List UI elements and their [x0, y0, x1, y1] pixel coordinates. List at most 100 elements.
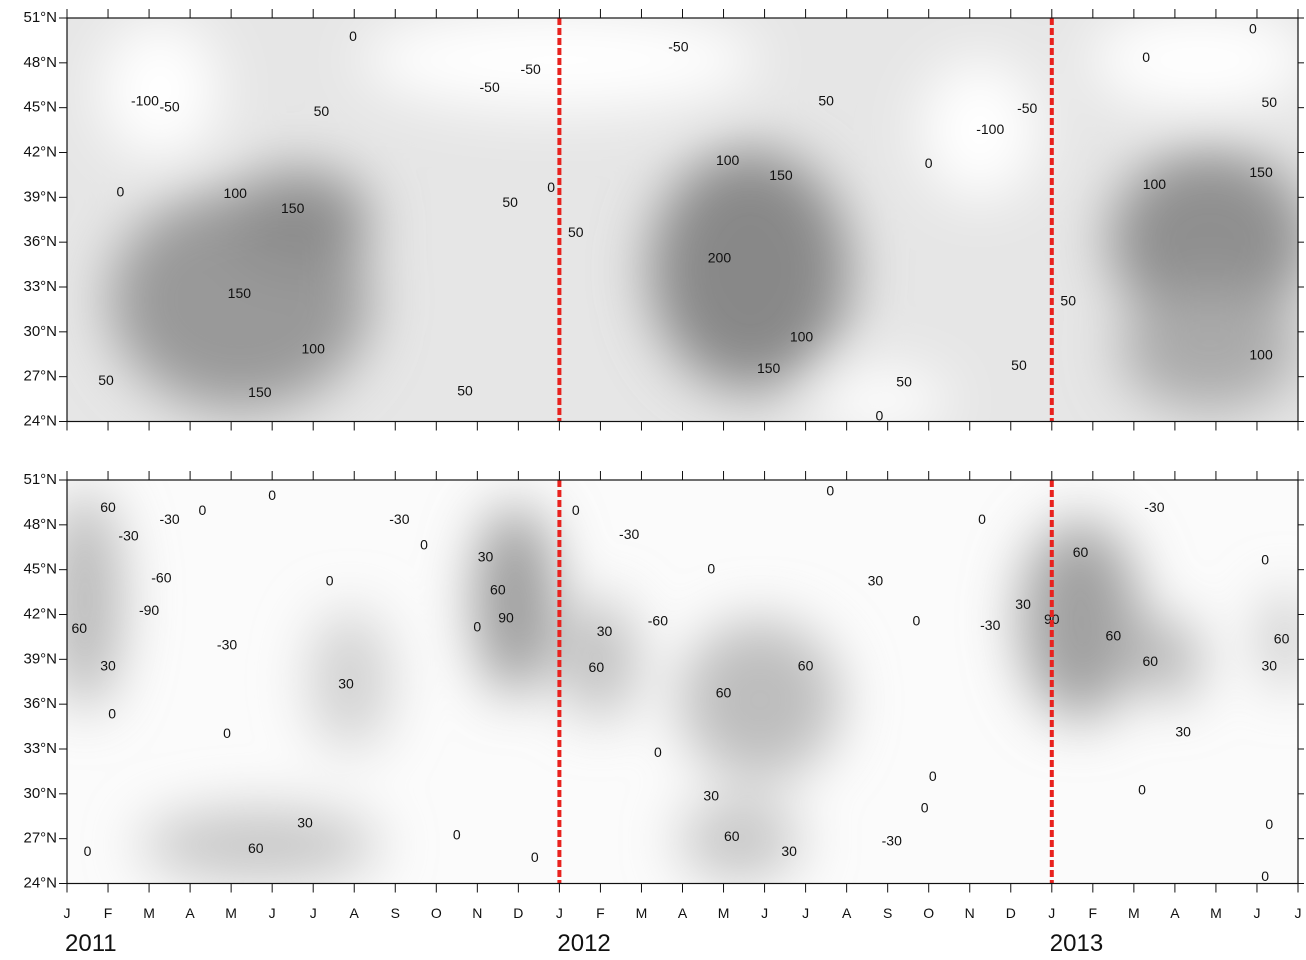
- contour-label: 200: [708, 249, 732, 265]
- x-tick-label: N: [965, 905, 975, 921]
- contour-label: 0: [572, 502, 580, 518]
- y-tick-label: 42°N: [23, 143, 57, 160]
- contour-label: 50: [1261, 94, 1277, 110]
- contour-label: 0: [84, 843, 92, 859]
- contour-label: 0: [1249, 21, 1257, 37]
- contour-label: 0: [912, 613, 920, 629]
- contour-label: -30: [619, 526, 639, 542]
- y-tick-label: 48°N: [23, 54, 57, 71]
- x-tick-label: J: [1295, 905, 1302, 921]
- y-tick-label: 27°N: [23, 368, 57, 385]
- contour-label: 0: [547, 179, 555, 195]
- contour-label: 0: [116, 184, 124, 200]
- contour-label: 0: [1138, 782, 1146, 798]
- contour-label: 0: [929, 768, 937, 784]
- contour-label: -100: [976, 121, 1004, 137]
- bottom-shading: [67, 480, 1298, 883]
- contour-label: 60: [1073, 544, 1089, 560]
- contour-label: 0: [978, 511, 986, 527]
- x-tick-label: D: [513, 905, 523, 921]
- contour-label: -50: [668, 39, 688, 55]
- y-tick-label: 30°N: [23, 323, 57, 340]
- contour-label: 0: [108, 705, 116, 721]
- contour-label: 100: [716, 152, 740, 168]
- x-tick-label: M: [1128, 905, 1140, 921]
- contour-label: 0: [268, 487, 276, 503]
- y-tick-label: 51°N: [23, 471, 57, 488]
- y-tick-label: 30°N: [23, 785, 57, 802]
- x-tick-label: J: [64, 905, 71, 921]
- contour-label: 100: [1143, 176, 1167, 192]
- contour-label: 30: [1175, 723, 1191, 739]
- contour-label: 30: [868, 572, 884, 588]
- contour-label: 0: [1261, 551, 1269, 567]
- contour-label: 60: [798, 658, 814, 674]
- contour-label: 30: [703, 788, 719, 804]
- contour-label: 0: [420, 536, 428, 552]
- contour-label: 0: [925, 155, 933, 171]
- y-tick-label: 48°N: [23, 516, 57, 533]
- contour-label: 60: [1274, 631, 1290, 647]
- contour-label: 50: [896, 373, 912, 389]
- contour-label: 90: [498, 610, 514, 626]
- contour-label: 50: [502, 194, 518, 210]
- contour-label: 0: [876, 408, 884, 424]
- x-tick-label: A: [350, 905, 360, 921]
- y-tick-label: 27°N: [23, 830, 57, 847]
- contour-label: -60: [648, 613, 668, 629]
- contour-label: 0: [326, 572, 334, 588]
- x-tick-label: M: [225, 905, 237, 921]
- y-tick-label: 45°N: [23, 561, 57, 578]
- contour-label: 60: [1106, 628, 1122, 644]
- contour-label: -30: [217, 637, 237, 653]
- contour-label: -30: [1144, 499, 1164, 515]
- x-tick-label: J: [310, 905, 317, 921]
- contour-label: 100: [790, 329, 814, 345]
- x-tick-label: F: [104, 905, 113, 921]
- x-tick-label: F: [596, 905, 605, 921]
- x-tick-label: F: [1089, 905, 1098, 921]
- contour-label: 30: [478, 548, 494, 564]
- contour-label: 150: [1249, 164, 1273, 180]
- contour-label: 30: [338, 675, 354, 691]
- contour-label: 90: [1044, 611, 1060, 627]
- contour-label: -50: [480, 79, 500, 95]
- contour-label: 30: [100, 658, 116, 674]
- contour-label: 0: [349, 28, 357, 44]
- contour-label: 60: [716, 684, 732, 700]
- contour-label: 30: [781, 843, 797, 859]
- contour-label: 50: [457, 382, 473, 398]
- year-label: 2013: [1050, 930, 1103, 957]
- y-tick-label: 36°N: [23, 233, 57, 250]
- contour-label: 150: [248, 384, 272, 400]
- y-tick-label: 24°N: [23, 412, 57, 429]
- y-tick-label: 33°N: [23, 278, 57, 295]
- contour-label: 50: [314, 103, 330, 119]
- contour-label: 60: [72, 620, 88, 636]
- contour-label: -30: [118, 527, 138, 543]
- x-tick-label: M: [1210, 905, 1222, 921]
- x-tick-label: A: [678, 905, 688, 921]
- x-tick-label: J: [761, 905, 768, 921]
- contour-label: -60: [151, 569, 171, 585]
- y-tick-label: 24°N: [23, 874, 57, 891]
- x-tick-label: M: [143, 905, 155, 921]
- contour-label: 60: [248, 840, 264, 856]
- contour-label: 0: [453, 826, 461, 842]
- contour-label: 0: [826, 483, 834, 499]
- x-tick-label: N: [472, 905, 482, 921]
- contour-label: 0: [1142, 49, 1150, 65]
- x-tick-label: S: [883, 905, 892, 921]
- contour-label: 50: [568, 224, 584, 240]
- y-tick-label: 36°N: [23, 695, 57, 712]
- contour-label: 50: [1060, 293, 1076, 309]
- contour-label: 50: [1011, 357, 1027, 373]
- top-shading: [67, 18, 1298, 422]
- x-tick-label: J: [556, 905, 563, 921]
- y-tick-label: 51°N: [23, 9, 57, 26]
- contour-label: 30: [1015, 596, 1031, 612]
- contour-label: 150: [769, 167, 793, 183]
- contour-label: 30: [597, 623, 613, 639]
- contour-label: 0: [707, 560, 715, 576]
- contour-label: 30: [1261, 658, 1277, 674]
